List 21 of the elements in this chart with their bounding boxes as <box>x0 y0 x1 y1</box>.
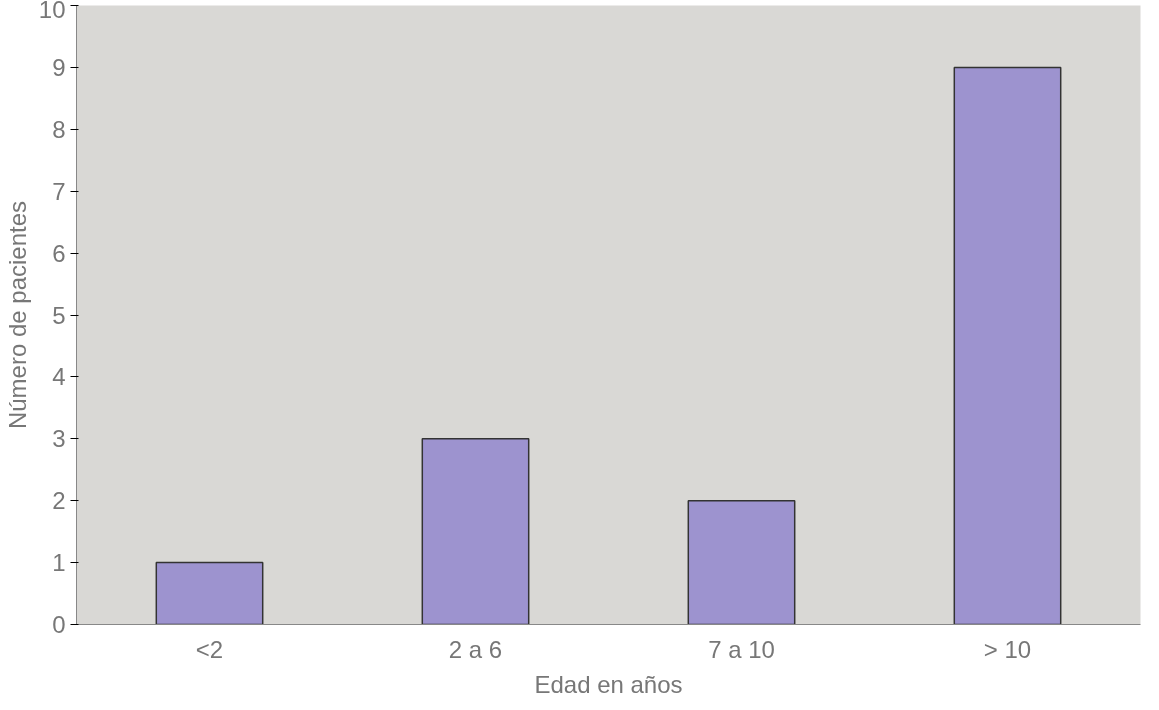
x-tick-label: 2 a 6 <box>448 635 503 663</box>
x-axis-title: Edad en años <box>534 670 683 698</box>
x-tick-label: <2 <box>195 635 224 663</box>
y-tick-label: 6 <box>52 239 66 267</box>
y-tick-label: 4 <box>52 363 66 391</box>
y-tick-label: 9 <box>52 53 66 81</box>
x-tick-label: 7 a 10 <box>708 635 775 663</box>
y-tick-label: 7 <box>52 177 66 205</box>
bar <box>687 499 796 625</box>
y-tick-label: 8 <box>52 115 66 143</box>
bar <box>953 66 1062 625</box>
bar <box>421 438 530 625</box>
bar <box>155 561 264 625</box>
y-tick-label: 1 <box>52 549 66 577</box>
y-tick-label: 2 <box>52 487 66 515</box>
y-tick-label: 3 <box>52 425 66 453</box>
y-tick-label: 5 <box>52 301 66 329</box>
y-tick-label: 10 <box>38 0 66 23</box>
y-tick-label: 0 <box>52 611 66 638</box>
x-tick-label: > 10 <box>983 635 1032 663</box>
y-axis-title: Número de pacientes <box>3 200 31 430</box>
